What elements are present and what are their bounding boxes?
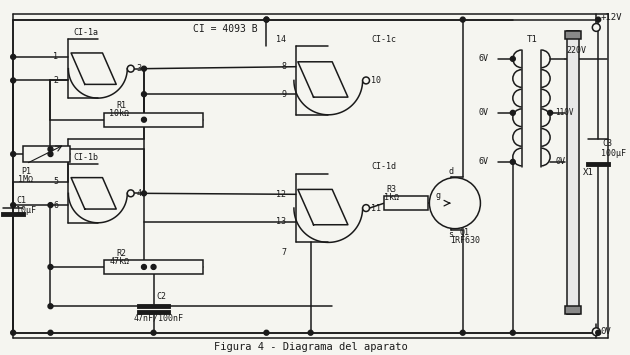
Text: d: d xyxy=(448,167,453,176)
Circle shape xyxy=(264,330,269,335)
Circle shape xyxy=(264,17,269,22)
Text: 10μF: 10μF xyxy=(16,206,36,214)
Text: 9: 9 xyxy=(281,90,286,99)
Circle shape xyxy=(510,330,515,335)
Text: 47nF/100nF: 47nF/100nF xyxy=(134,313,184,322)
Circle shape xyxy=(264,17,269,22)
Circle shape xyxy=(461,17,465,22)
Text: R3: R3 xyxy=(386,185,396,194)
Circle shape xyxy=(142,264,146,269)
Circle shape xyxy=(510,56,515,61)
Circle shape xyxy=(142,117,146,122)
Text: C2: C2 xyxy=(156,292,166,301)
Text: 0V: 0V xyxy=(478,108,488,118)
Text: T1: T1 xyxy=(527,35,537,44)
Text: CI-1c: CI-1c xyxy=(372,35,396,44)
Text: 0V: 0V xyxy=(600,327,611,336)
Text: 13: 13 xyxy=(276,217,286,226)
Circle shape xyxy=(48,330,53,335)
Circle shape xyxy=(142,92,146,97)
Circle shape xyxy=(510,159,515,164)
Circle shape xyxy=(592,23,600,31)
Bar xyxy=(105,260,203,274)
Circle shape xyxy=(510,110,515,115)
Text: 110V: 110V xyxy=(555,108,573,118)
Text: IRF630: IRF630 xyxy=(450,236,480,245)
Circle shape xyxy=(461,330,465,335)
Circle shape xyxy=(596,17,600,22)
Circle shape xyxy=(142,191,146,196)
Text: X1: X1 xyxy=(583,168,593,177)
Text: 7: 7 xyxy=(281,248,286,257)
Circle shape xyxy=(363,204,370,212)
Circle shape xyxy=(127,190,134,197)
Text: C1: C1 xyxy=(16,196,26,205)
Text: 1kΩ: 1kΩ xyxy=(384,193,399,202)
Text: +12V: +12V xyxy=(600,13,622,22)
Circle shape xyxy=(127,65,134,72)
Bar xyxy=(565,306,581,314)
Circle shape xyxy=(592,328,600,336)
Text: R2: R2 xyxy=(117,249,126,258)
Text: 3: 3 xyxy=(136,64,141,73)
Text: 2: 2 xyxy=(54,76,59,85)
Circle shape xyxy=(363,77,370,84)
Text: 47kΩ: 47kΩ xyxy=(110,257,129,266)
Text: R1: R1 xyxy=(117,102,126,110)
Circle shape xyxy=(308,330,313,335)
Text: CI = 4093 B: CI = 4093 B xyxy=(193,24,258,34)
Text: 8: 8 xyxy=(281,62,286,71)
Circle shape xyxy=(151,330,156,335)
Text: Figura 4 - Diagrama del aparato: Figura 4 - Diagrama del aparato xyxy=(214,343,408,353)
Text: 1MΩ: 1MΩ xyxy=(18,175,33,184)
Text: 11: 11 xyxy=(372,203,381,213)
Circle shape xyxy=(48,304,53,309)
Circle shape xyxy=(48,203,53,208)
Text: 5: 5 xyxy=(54,177,59,186)
Circle shape xyxy=(48,264,53,269)
Bar xyxy=(105,113,203,127)
Text: 220V: 220V xyxy=(567,47,587,55)
Circle shape xyxy=(11,203,16,208)
Bar xyxy=(384,196,428,210)
Bar xyxy=(567,31,578,314)
Text: CI-1a: CI-1a xyxy=(73,28,98,37)
Text: CI-1d: CI-1d xyxy=(372,162,396,171)
Text: g: g xyxy=(435,191,440,200)
Text: 14: 14 xyxy=(276,35,286,44)
Text: P1: P1 xyxy=(21,167,31,176)
Text: 1: 1 xyxy=(54,53,59,61)
Text: 12: 12 xyxy=(276,190,286,199)
Circle shape xyxy=(430,178,481,229)
Circle shape xyxy=(547,110,553,115)
Text: 10: 10 xyxy=(372,76,381,85)
Circle shape xyxy=(11,152,16,157)
Circle shape xyxy=(48,152,53,157)
Text: 6: 6 xyxy=(54,201,59,209)
Circle shape xyxy=(11,330,16,335)
Circle shape xyxy=(11,78,16,83)
Text: s: s xyxy=(448,230,453,239)
Circle shape xyxy=(596,330,600,335)
Text: 6V: 6V xyxy=(478,54,488,63)
Text: 4: 4 xyxy=(136,189,141,198)
Text: 0V: 0V xyxy=(555,157,565,166)
Text: 100μF: 100μF xyxy=(601,149,626,158)
Bar xyxy=(565,31,581,39)
Text: CI-1b: CI-1b xyxy=(73,153,98,162)
Circle shape xyxy=(11,54,16,59)
Bar xyxy=(23,146,70,162)
Text: 10kΩ: 10kΩ xyxy=(110,109,129,118)
Circle shape xyxy=(151,264,156,269)
Text: Q1: Q1 xyxy=(460,228,470,237)
Text: C3: C3 xyxy=(602,139,612,148)
Circle shape xyxy=(48,147,53,152)
Circle shape xyxy=(142,66,146,71)
Text: 6V: 6V xyxy=(478,157,488,166)
